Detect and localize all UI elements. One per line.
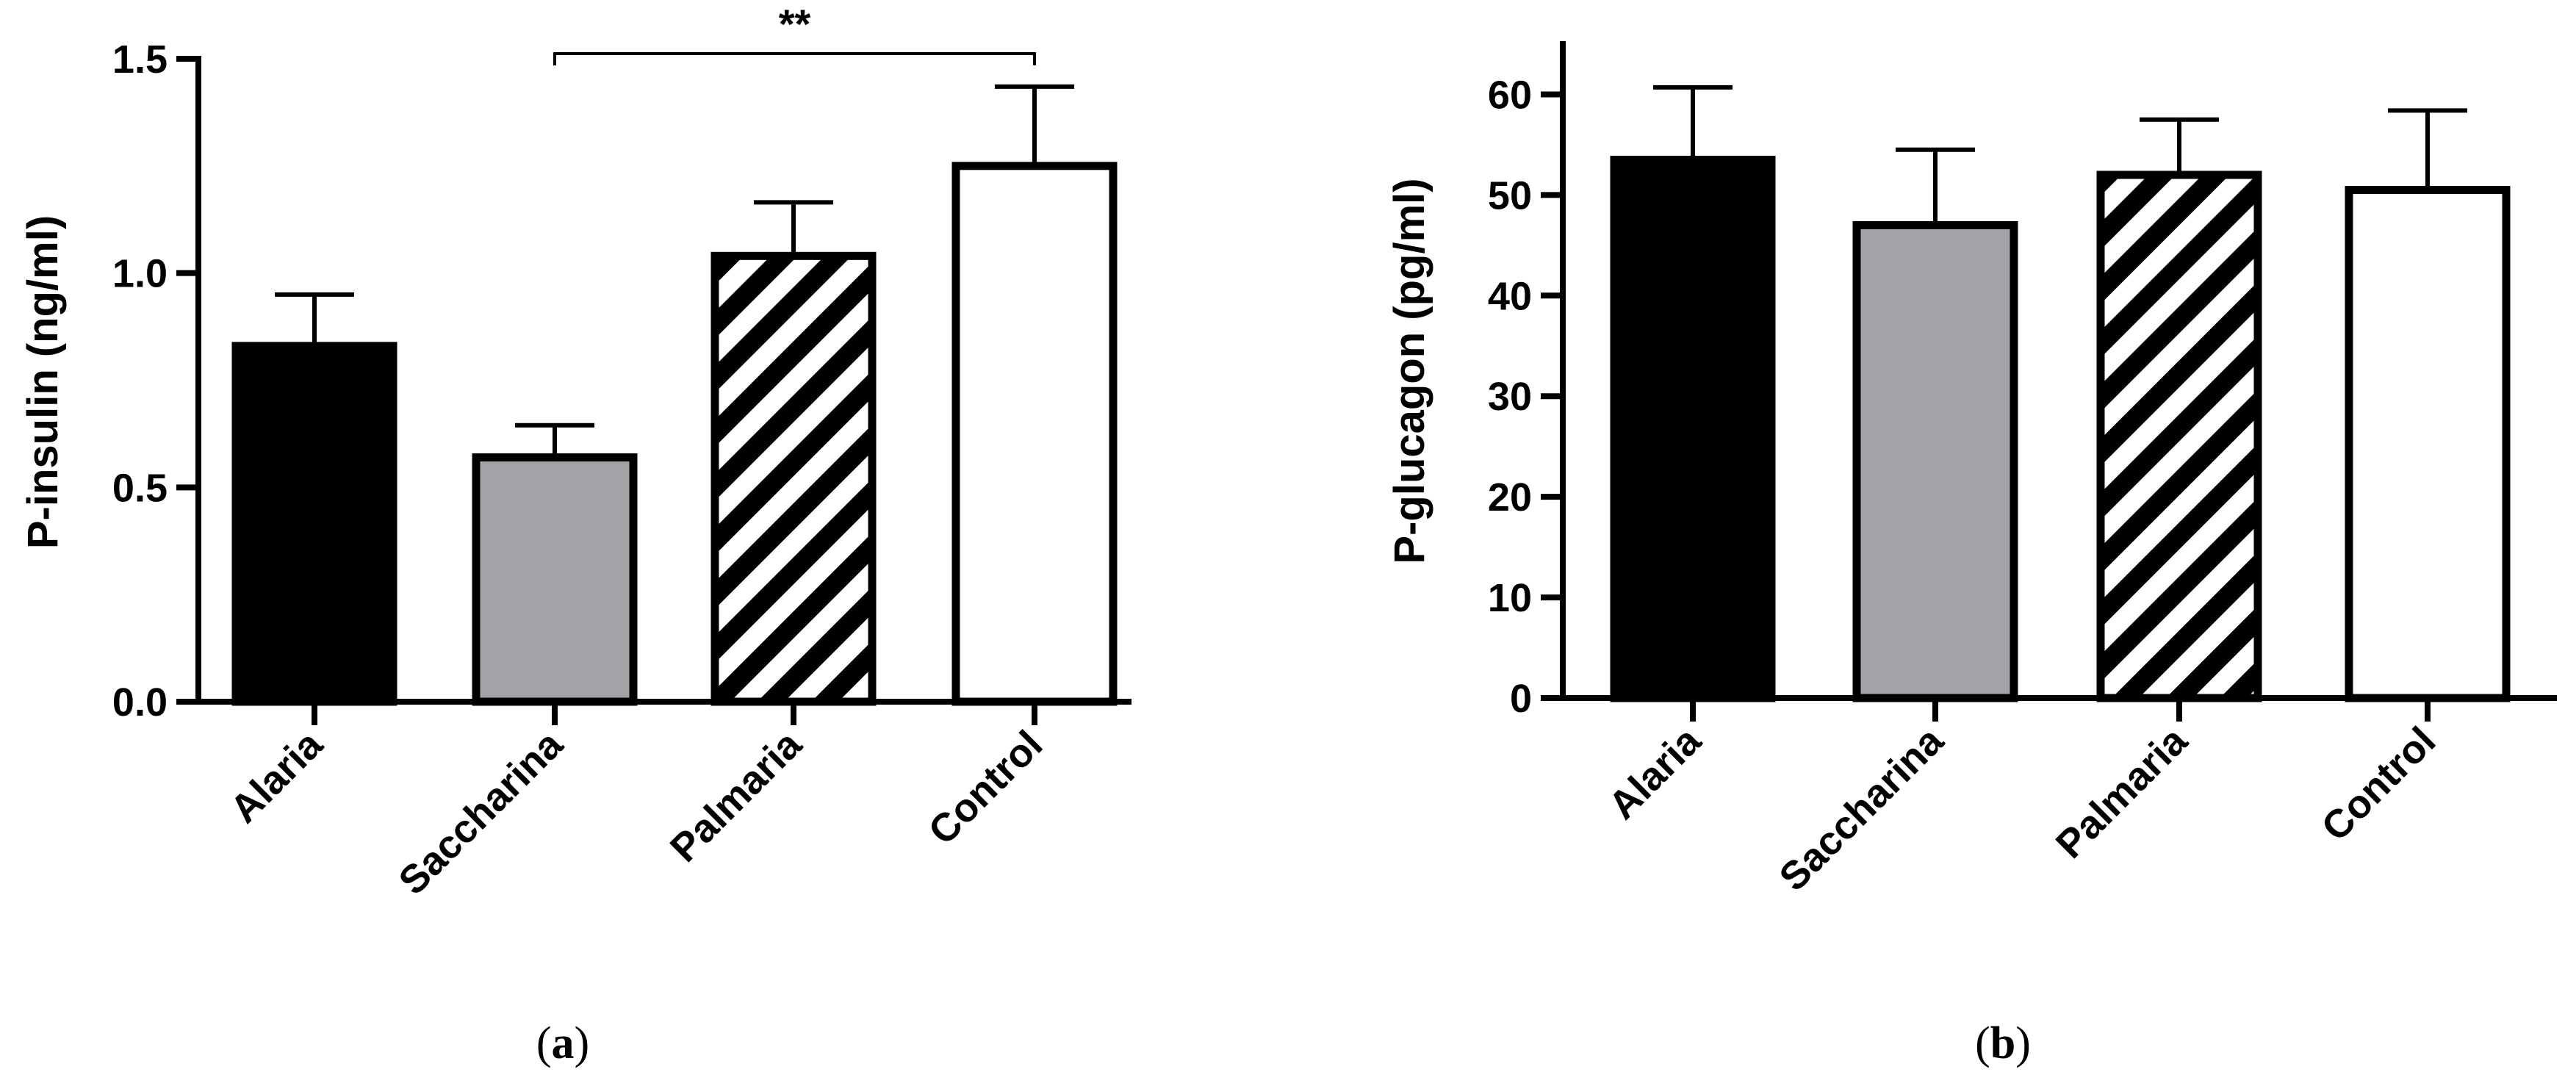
bar-control: [2345, 186, 2511, 702]
chart-panel-a: 0.0 0.5 1.0 1.5 Alaria Saccharina Palmaria Cont…: [19, 1, 1132, 1068]
x-tick-label-palmaria: Palmaria: [662, 722, 810, 870]
y-axis-label: P-glucagon (pg/ml): [1386, 178, 1433, 564]
y-tick-label: 30: [1488, 375, 1532, 419]
x-tick-label-alaria: Alaria: [222, 722, 331, 831]
x-tick-label-control: Control: [2313, 719, 2444, 849]
x-tick-label-control: Control: [920, 722, 1051, 853]
y-tick-label: 0: [1510, 677, 1532, 721]
panel-label: (b): [1975, 1018, 2031, 1068]
bar-saccharina: [1852, 220, 2018, 702]
y-tick-label: 0.0: [112, 680, 168, 724]
bar-control: [951, 162, 1118, 706]
y-tick-label: 50: [1488, 173, 1532, 217]
x-tick-label-alaria: Alaria: [1600, 718, 1710, 827]
bar-palmaria: [2096, 170, 2262, 702]
x-tick-label-saccharina: Saccharina: [390, 722, 572, 903]
bar-palmaria: [710, 251, 877, 706]
chart-panel-b: 0 10 20 30 40 50 60 Alaria Saccharina Palmaria Con…: [1386, 41, 2557, 1068]
y-tick-label: 1.5: [112, 37, 168, 82]
bar-alaria: [1610, 155, 1776, 702]
y-tick-label: 10: [1488, 576, 1532, 620]
x-tick-label-palmaria: Palmaria: [2048, 718, 2196, 866]
bar-saccharina: [472, 453, 638, 706]
y-tick-label: 60: [1488, 73, 1532, 117]
y-tick-label: 1.0: [112, 252, 168, 296]
bar-alaria: [231, 342, 397, 706]
significance-bracket: [553, 52, 1036, 65]
y-tick-label: 0.5: [112, 466, 168, 510]
significance-label: **: [779, 1, 811, 47]
panel-label: (a): [536, 1018, 589, 1068]
y-axis-label: P-insulin (ng/ml): [19, 215, 67, 549]
y-tick-label: 40: [1488, 274, 1532, 318]
y-tick-label: 20: [1488, 475, 1532, 519]
x-tick-label-saccharina: Saccharina: [1771, 718, 1952, 899]
